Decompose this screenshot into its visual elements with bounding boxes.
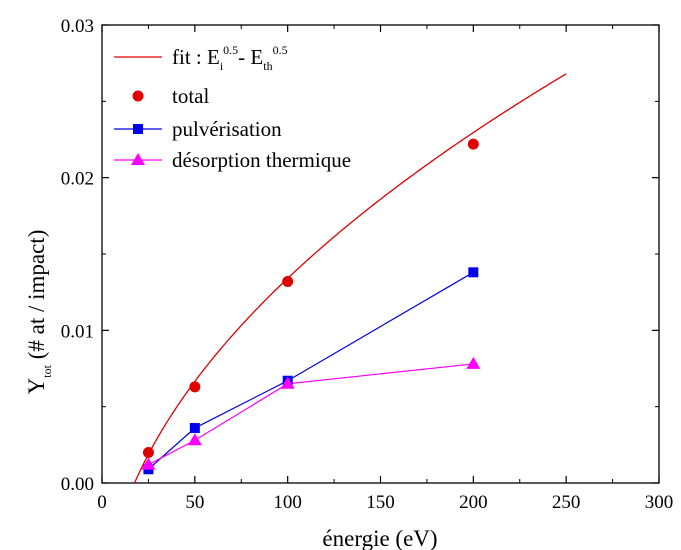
data-point-square <box>468 267 479 278</box>
legend-label-1: pulvérisation <box>172 117 282 141</box>
legend-fit-label-sub2: th <box>263 59 272 73</box>
data-point-triangle <box>280 376 295 389</box>
legend-fit-label-sub1: i <box>220 59 224 73</box>
y-axis-title: Ytot (# at / impact) <box>24 230 54 395</box>
data-point-circle <box>282 275 294 287</box>
x-tick-label: 50 <box>185 492 204 513</box>
plot-area <box>133 73 567 484</box>
legend-marker-circle <box>132 90 144 102</box>
legend-marker-triangle <box>131 153 145 165</box>
y-tick-label: 0.00 <box>61 474 94 495</box>
y-tick-label: 0.02 <box>61 169 94 190</box>
legend-fit-label-sup1: 0.5 <box>223 43 238 57</box>
data-point-triangle <box>187 433 202 446</box>
legend-fit-label-prefix: fit : E <box>172 45 220 69</box>
fit-curve <box>133 73 567 484</box>
data-point-circle <box>189 381 201 393</box>
y-axis-title-main: Y <box>24 377 49 394</box>
legend: fit : Ei0.5- Eth0.5totalpulvérisationdés… <box>114 43 351 172</box>
series-line-2 <box>148 363 474 466</box>
y-axis-title-subscript: tot <box>40 364 54 377</box>
legend-label-2: désorption thermique <box>172 148 351 172</box>
axes: 0 50 100 150 200 250 300 0.00 0.01 0.02 0.03 <box>61 16 674 513</box>
legend-fit-label-sup2: 0.5 <box>273 43 288 57</box>
x-tick-label: 300 <box>645 492 674 513</box>
y-tick-label: 0.03 <box>61 16 94 37</box>
data-point-square <box>189 423 200 434</box>
data-point-circle <box>142 446 154 458</box>
data-point-triangle <box>466 356 481 369</box>
legend-label-fit: fit : Ei0.5- Eth0.5 <box>172 43 288 73</box>
x-tick-label: 150 <box>366 492 395 513</box>
series-line-1 <box>148 271 474 470</box>
x-tick-label: 200 <box>459 492 488 513</box>
data-point-circle <box>467 138 479 150</box>
y-tick-label: 0.01 <box>61 321 94 342</box>
data-point-triangle <box>141 457 156 470</box>
y-axis-title-rest: (# at / impact) <box>24 230 49 365</box>
x-axis-title: énergie (eV) <box>322 526 437 550</box>
x-tick-label: 250 <box>552 492 581 513</box>
legend-fit-label-mid: - E <box>238 45 263 69</box>
x-tick-label: 0 <box>97 492 107 513</box>
legend-marker-square <box>133 124 143 134</box>
legend-label-0: total <box>172 84 209 108</box>
x-tick-label: 100 <box>273 492 302 513</box>
